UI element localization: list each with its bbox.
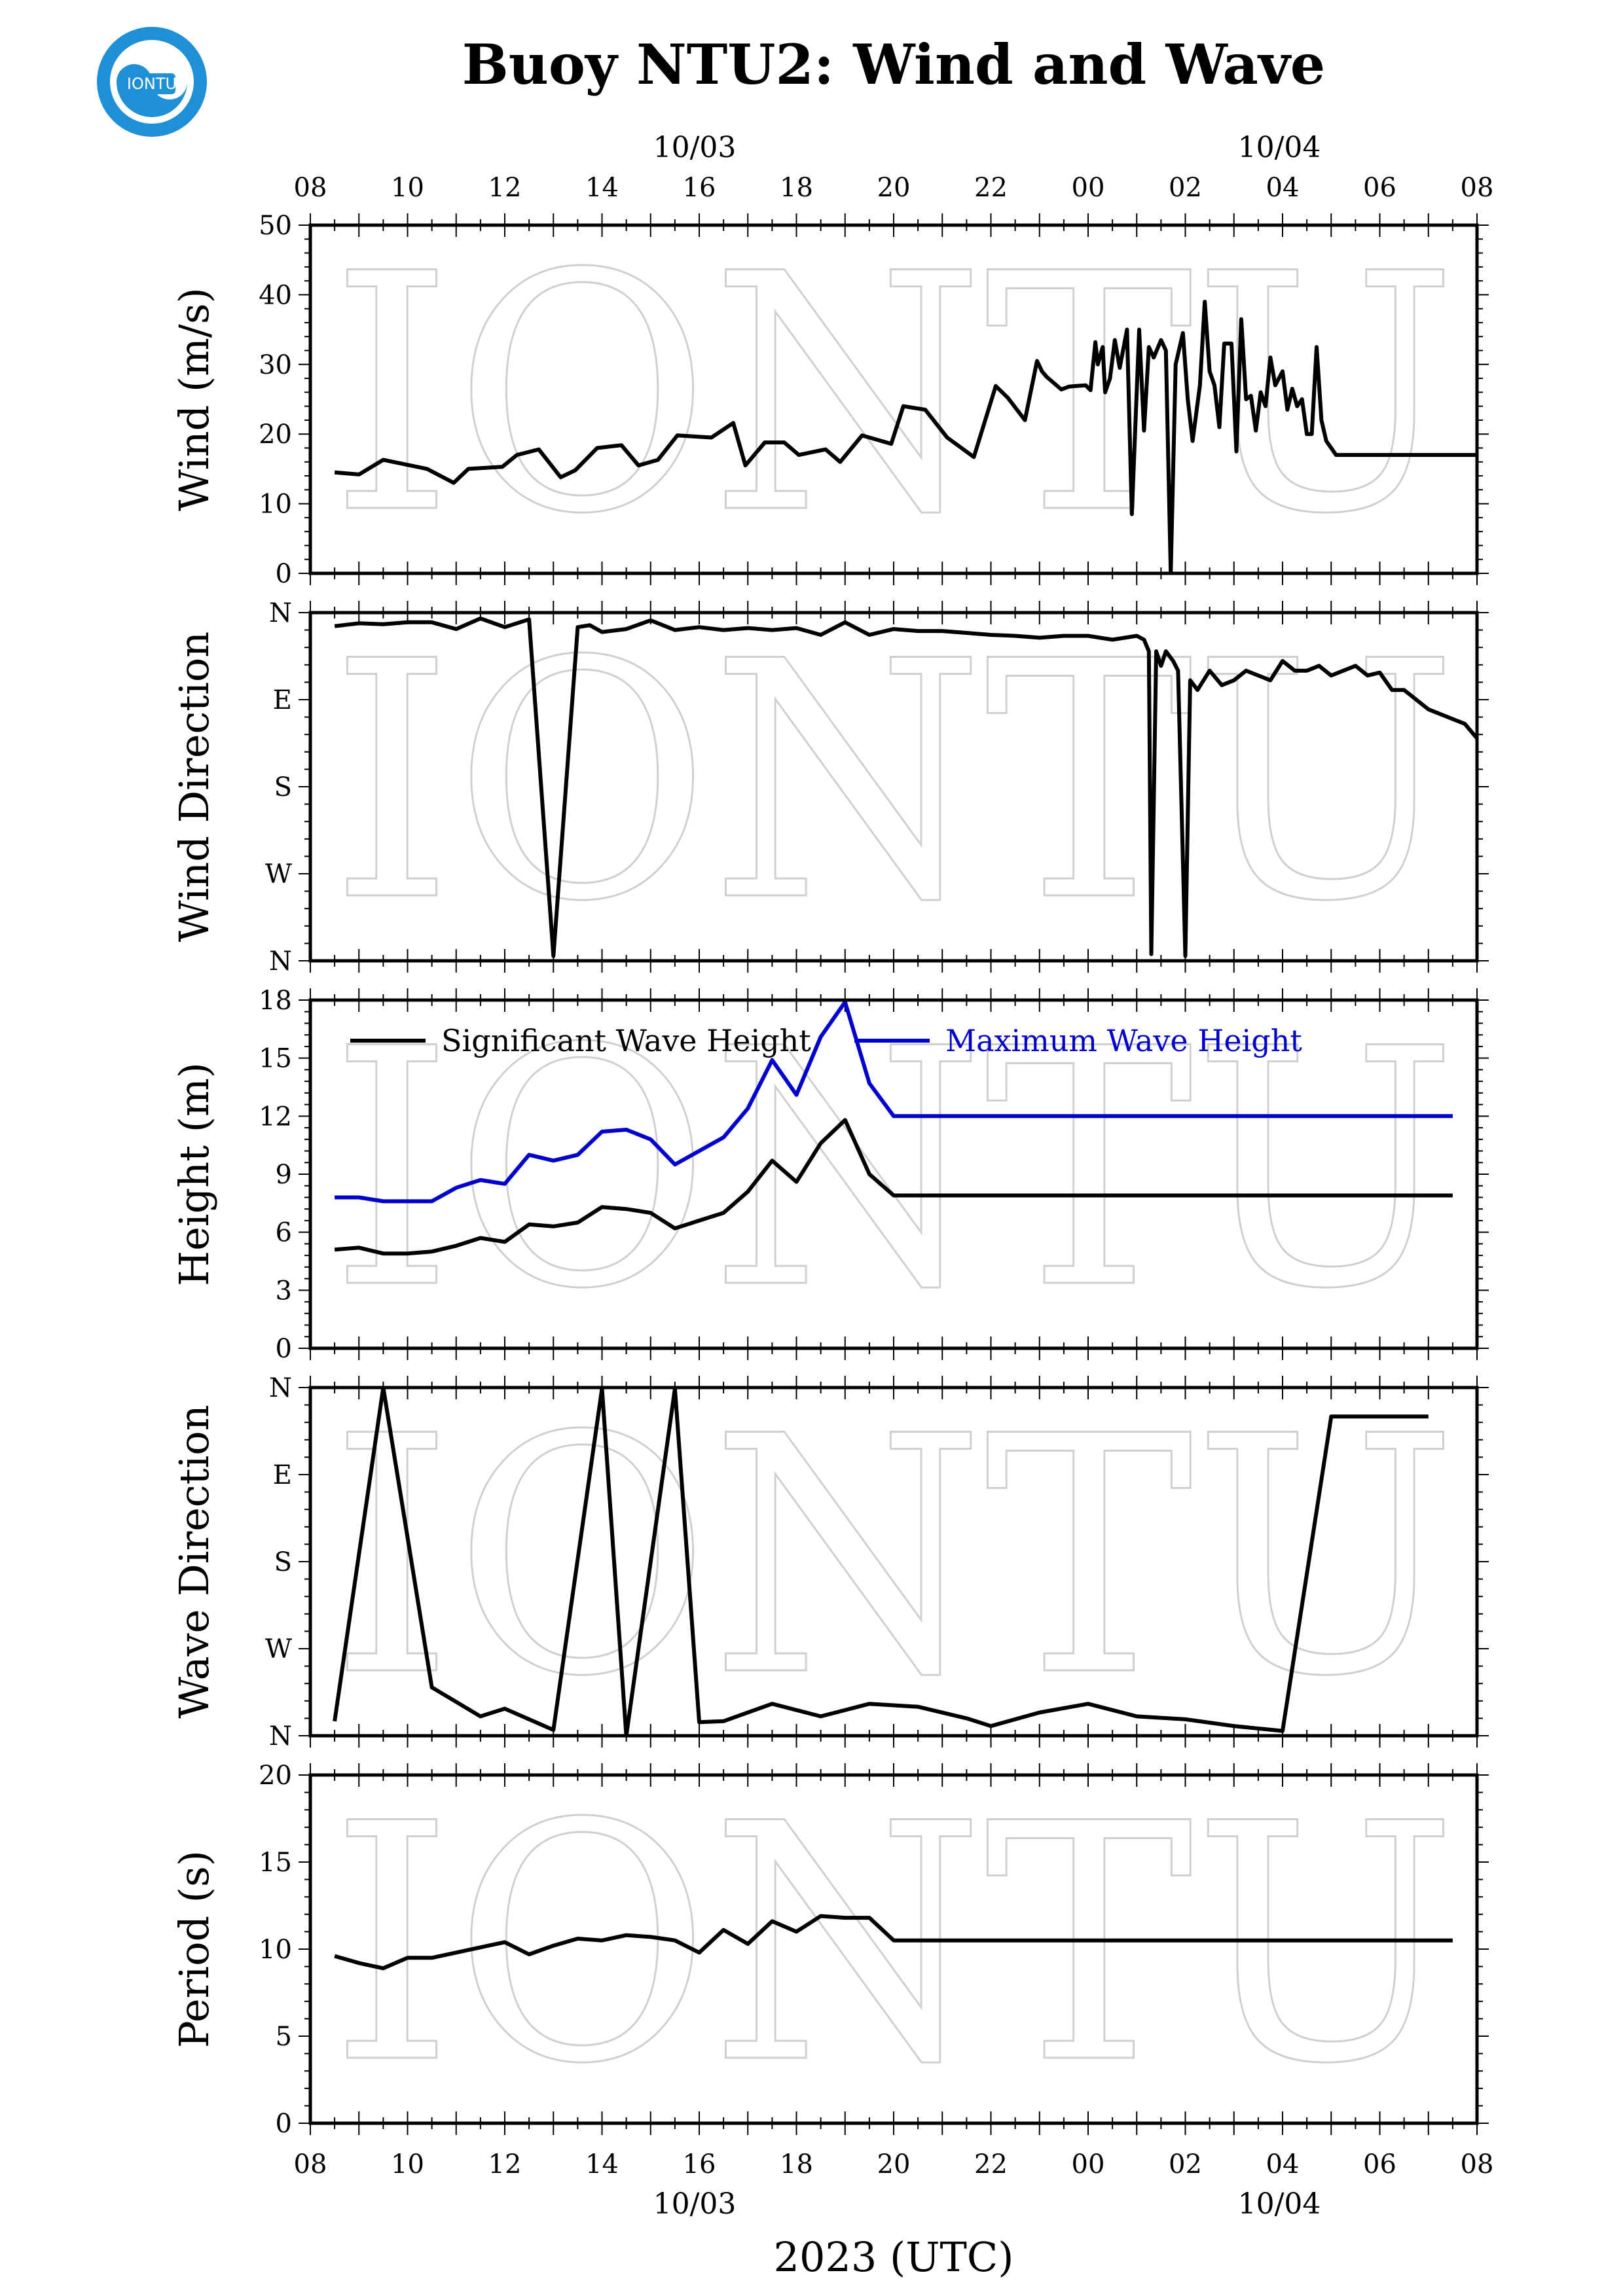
top-tick-label: 20 xyxy=(877,173,911,203)
panel-2: IONTU N W S E N Wind Direction xyxy=(170,592,1489,977)
y-tick-label: 10 xyxy=(259,490,292,520)
top-tick-label: 12 xyxy=(488,173,522,203)
panel-frame xyxy=(308,223,1479,575)
y-tick-label: 20 xyxy=(259,1761,292,1791)
panel-1: IONTU 0 10 20 30 40 50 Wind (m/s) xyxy=(170,204,1489,589)
top-tick-label: 08 xyxy=(1461,173,1494,203)
panel-frame xyxy=(308,611,1479,963)
x-axis-label: 2023 (UTC) xyxy=(774,2233,1014,2281)
bottom-tick-label: 10 xyxy=(391,2149,424,2179)
top-tick-label: 10 xyxy=(391,173,424,203)
bottom-tick-label: 04 xyxy=(1266,2149,1300,2179)
legend-label-maximum: Maximum Wave Height xyxy=(945,1023,1302,1058)
top-tick-labels: 08 10 12 14 16 18 20 22 00 02 04 06 08 xyxy=(294,173,1494,203)
y-tick-label: 20 xyxy=(259,420,292,450)
top-date-label-1004: 10/04 xyxy=(1238,131,1321,164)
y-tick-label: 15 xyxy=(259,1044,292,1074)
y-tick-label: N xyxy=(269,1373,292,1403)
y-tick-label: S xyxy=(274,772,292,802)
top-tick-label: 14 xyxy=(585,173,619,203)
bottom-date-label-1004: 10/04 xyxy=(1238,2187,1321,2221)
top-tick-label: 02 xyxy=(1169,173,1202,203)
series-line xyxy=(334,1914,1453,1971)
series-line xyxy=(334,300,1477,573)
y-axis-label: Period (s) xyxy=(170,1850,218,2048)
bottom-tick-label: 14 xyxy=(585,2149,619,2179)
y-tick-label: S xyxy=(274,1547,292,1577)
panel-frame xyxy=(308,1386,1479,1738)
chart-title: Buoy NTU2: Wind and Wave xyxy=(462,32,1325,97)
y-tick-label: E xyxy=(273,685,292,715)
series-line xyxy=(334,1118,1453,1256)
y-tick-label: 40 xyxy=(259,280,292,310)
top-tick-label: 08 xyxy=(294,173,327,203)
y-tick-label: N xyxy=(269,946,292,977)
panel-3: IONTU 0 3 6 9 12 15 18 Height (m) Significant Wav… xyxy=(170,979,1489,1364)
y-tick-label: 10 xyxy=(259,1935,292,1965)
bottom-tick-label: 06 xyxy=(1363,2149,1396,2179)
y-tick-label: 0 xyxy=(276,559,292,589)
series-line xyxy=(333,1388,1429,1736)
y-axis-label: Wind Direction xyxy=(170,632,218,942)
y-tick-label: W xyxy=(265,1634,292,1664)
bottom-tick-label: 00 xyxy=(1072,2149,1105,2179)
bottom-tick-label: 02 xyxy=(1169,2149,1202,2179)
y-tick-label: 0 xyxy=(276,2109,292,2139)
top-tick-label: 16 xyxy=(683,173,716,203)
bottom-date-label-1003: 10/03 xyxy=(653,2187,737,2221)
y-tick-label: W xyxy=(265,859,292,889)
panel-frame xyxy=(308,1773,1479,2125)
y-tick-label: 50 xyxy=(259,211,292,241)
y-axis-label: Wave Direction xyxy=(170,1405,218,1718)
y-tick-label: 30 xyxy=(259,350,292,380)
top-tick-label: 04 xyxy=(1266,173,1300,203)
top-tick-label: 22 xyxy=(974,173,1008,203)
logo-text: IONTU xyxy=(127,75,177,93)
bottom-tick-label: 08 xyxy=(1461,2149,1494,2179)
bottom-tick-label: 18 xyxy=(780,2149,813,2179)
watermark-text: IONTU xyxy=(330,592,1457,973)
bottom-tick-label: 12 xyxy=(488,2149,522,2179)
y-axis-label: Wind (m/s) xyxy=(170,287,218,511)
y-tick-label: N xyxy=(269,1721,292,1751)
y-tick-label: 6 xyxy=(276,1218,292,1248)
logo-icon: IONTU xyxy=(97,27,207,137)
y-tick-label: 15 xyxy=(259,1848,292,1878)
y-tick-label: 9 xyxy=(276,1160,292,1190)
y-tick-label: 3 xyxy=(276,1276,292,1306)
bottom-tick-label: 16 xyxy=(683,2149,716,2179)
y-tick-label: 12 xyxy=(259,1102,292,1132)
top-tick-label: 18 xyxy=(780,173,813,203)
y-tick-label: 5 xyxy=(276,2022,292,2052)
panel-4: IONTU N W S E N Wave Direction xyxy=(170,1367,1489,1751)
y-tick-label: E xyxy=(273,1460,292,1490)
y-tick-label: N xyxy=(269,598,292,628)
legend-label-significant: Significant Wave Height xyxy=(441,1023,811,1058)
top-date-label-1003: 10/03 xyxy=(653,131,737,164)
top-tick-label: 06 xyxy=(1363,173,1396,203)
bottom-tick-label: 20 xyxy=(877,2149,911,2179)
y-axis-label: Height (m) xyxy=(170,1062,218,1286)
watermark-text: IONTU xyxy=(330,979,1457,1360)
watermark-text: IONTU xyxy=(330,204,1457,585)
watermark-text: IONTU xyxy=(330,1367,1457,1748)
series-line xyxy=(334,616,1477,958)
top-tick-label: 00 xyxy=(1072,173,1105,203)
bottom-tick-label: 08 xyxy=(294,2149,327,2179)
bottom-tick-labels: 08 10 12 14 16 18 20 22 00 02 04 06 08 xyxy=(294,2149,1494,2179)
panel-frame xyxy=(308,998,1479,1350)
series-line xyxy=(335,1000,1453,1204)
y-tick-label: 18 xyxy=(259,986,292,1016)
y-tick-label: 0 xyxy=(276,1334,292,1364)
bottom-tick-label: 22 xyxy=(974,2149,1008,2179)
